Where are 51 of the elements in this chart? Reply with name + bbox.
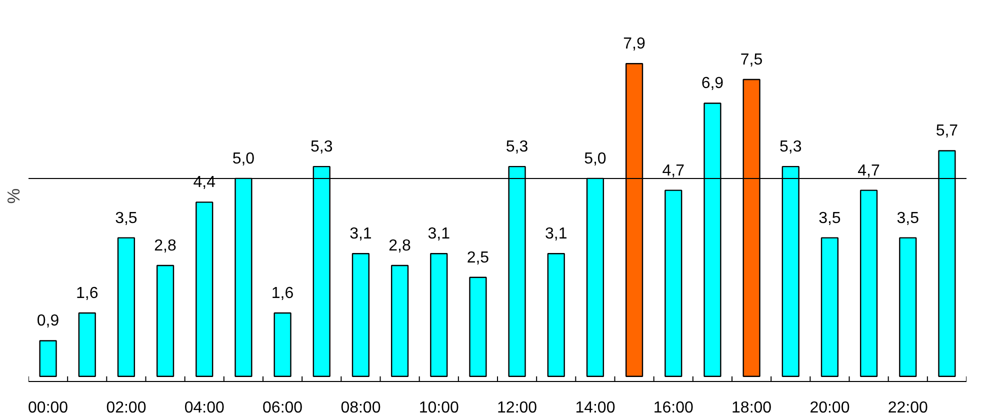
- bar: [899, 237, 917, 377]
- data-label: 3,1: [428, 226, 450, 243]
- x-tick-label: 08:00: [340, 400, 381, 416]
- x-tick-label: 14:00: [575, 400, 616, 416]
- x-tick-label: 20:00: [810, 400, 850, 416]
- x-tick-label: 12:00: [497, 400, 538, 416]
- bar: [156, 264, 174, 377]
- data-label: 7,5: [740, 51, 763, 68]
- data-label: 7,9: [623, 36, 646, 53]
- x-tick-label: 04:00: [184, 400, 224, 416]
- data-label: 4,7: [858, 162, 880, 180]
- bar: [78, 312, 96, 377]
- y-axis-title: %: [4, 188, 24, 204]
- x-tick-label: 16:00: [653, 400, 694, 416]
- x-tick-label: 06:00: [262, 400, 303, 416]
- bar: [196, 202, 214, 377]
- data-label: 2,8: [388, 238, 412, 255]
- bar: [547, 253, 565, 377]
- bar: [274, 312, 292, 377]
- data-label: 1,6: [271, 285, 294, 302]
- data-label: 0,9: [36, 312, 60, 330]
- x-tick-label: 22:00: [888, 400, 928, 416]
- data-label: 6,9: [701, 75, 724, 92]
- data-label: 5,0: [232, 150, 255, 168]
- bar: [469, 276, 487, 377]
- x-tick-label: 02:00: [106, 400, 146, 416]
- bar: [430, 253, 448, 377]
- data-label: 3,1: [545, 226, 568, 243]
- data-label: 5,0: [584, 150, 606, 168]
- data-label: 3,5: [115, 210, 138, 227]
- x-tick-label: 18:00: [732, 400, 772, 416]
- data-label: 5,7: [936, 122, 958, 140]
- data-label: 5,3: [506, 138, 528, 156]
- bar: [860, 190, 878, 377]
- bar: [352, 253, 370, 377]
- data-label: 3,1: [350, 226, 372, 243]
- data-label: 5,3: [780, 138, 802, 156]
- bar: [39, 340, 57, 377]
- data-label: 1,6: [76, 285, 98, 302]
- data-label: 3,5: [818, 210, 841, 227]
- data-label: 2,5: [466, 249, 490, 266]
- data-label: 2,8: [154, 238, 177, 255]
- data-label: 5,3: [310, 138, 333, 156]
- bar: [664, 190, 682, 377]
- x-tick-label: 00:00: [28, 400, 68, 416]
- data-label: 3,5: [896, 210, 920, 227]
- x-tick-label: 10:00: [418, 400, 459, 416]
- bar: [390, 264, 409, 377]
- data-label: 4,7: [662, 162, 685, 180]
- bar: [117, 237, 136, 377]
- bar: [820, 237, 839, 377]
